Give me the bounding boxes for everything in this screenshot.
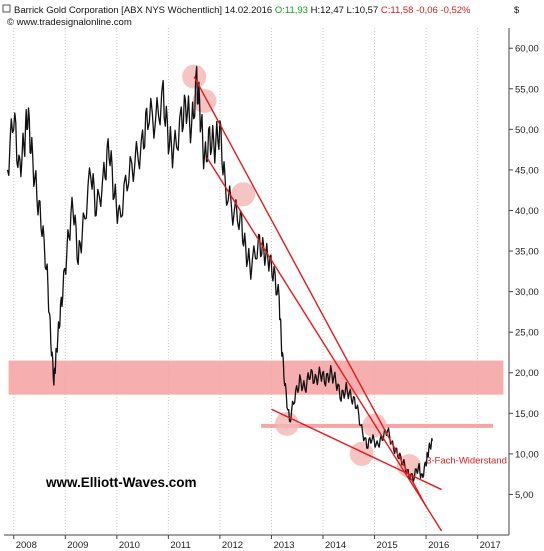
trendline-3 [271, 408, 442, 491]
price-line [6, 66, 433, 483]
y-tick-label: 30,00 [515, 287, 539, 298]
touch-circle-2 [192, 88, 217, 113]
x-tick-label-2011: 2011 [170, 540, 190, 551]
touch-circle-4 [274, 411, 299, 436]
chart-menu-icon[interactable] [2, 4, 11, 13]
touch-circles [182, 64, 422, 479]
header-high: 12,47 [320, 5, 344, 16]
x-tick-label-2014: 2014 [325, 540, 346, 551]
x-tick-label-2008: 2008 [16, 540, 37, 551]
grid [13, 28, 479, 535]
header-close-label: C: [381, 5, 391, 16]
touch-circle-5 [349, 441, 374, 466]
price-series [6, 66, 433, 483]
header-low: 10,57 [354, 5, 378, 16]
resistance-zones [8, 360, 504, 428]
header-change-pct: -0,52% [440, 5, 471, 16]
trendline-1 [193, 76, 427, 507]
header-source: © www.tradesignalonline.com [7, 17, 132, 28]
header-date: 14.02.2016 [225, 5, 273, 16]
y-tick-label: 45,00 [515, 165, 539, 176]
currency-label: $ [514, 5, 520, 16]
y-tick-label: 40,00 [515, 206, 539, 217]
header-line: Barrick Gold Corporation [ABX NYS Wöchen… [14, 5, 471, 16]
y-tick-label: 60,00 [515, 44, 539, 55]
header-close: 11,58 [390, 5, 413, 16]
x-tick-label-2016: 2016 [428, 540, 449, 551]
x-tick-label-2012: 2012 [222, 540, 243, 551]
header-change: -0,06 [416, 5, 438, 16]
y-tick-label: 25,00 [515, 328, 539, 339]
header-high-label: H: [311, 5, 321, 16]
x-tick-label-2015: 2015 [377, 540, 398, 551]
trendline-2 [206, 157, 443, 532]
plot-frame [4, 28, 510, 536]
x-axis-ticks: 2008 2009 2010 2011 2012 2013 2014 2015 2016 2017 [13, 535, 501, 551]
y-axis-ticks: 5,00 10,00 15,00 20,00 25,00 30,00 35,00 40,00 4… [509, 44, 539, 501]
header-low-label: L: [347, 5, 355, 16]
touch-circle-3 [231, 182, 256, 207]
x-tick-label-2013: 2013 [273, 540, 294, 551]
header-open-label: O: [275, 5, 285, 16]
trendlines [193, 76, 443, 532]
x-tick-label-2017: 2017 [480, 540, 501, 551]
annotation-3-fach-widerstand: 3-Fach-Widerstand [426, 456, 507, 467]
y-tick-label: 35,00 [515, 247, 539, 258]
y-tick-label: 10,00 [515, 449, 539, 460]
y-tick-label: 20,00 [515, 368, 539, 379]
x-tick-label-2009: 2009 [67, 540, 88, 551]
y-tick-label: 5,00 [515, 490, 534, 501]
y-tick-label: 15,00 [515, 409, 539, 420]
resistance-zone [8, 360, 504, 395]
watermark: www.Elliott-Waves.com [45, 475, 197, 490]
x-tick-label-2010: 2010 [119, 540, 140, 551]
header-title: Barrick Gold Corporation [ABX NYS Wöchen… [14, 5, 222, 16]
y-tick-label: 50,00 [515, 125, 539, 136]
header-open: 11,93 [285, 5, 308, 16]
y-tick-label: 55,00 [515, 84, 539, 95]
